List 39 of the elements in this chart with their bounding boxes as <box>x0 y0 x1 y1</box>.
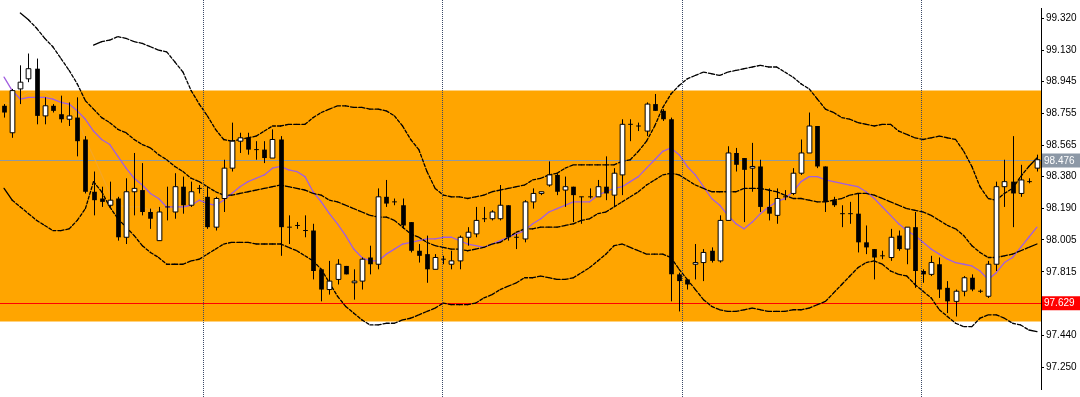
candlestick <box>368 245 373 275</box>
candlestick <box>847 201 854 225</box>
candlestick <box>59 95 64 124</box>
candlestick <box>897 230 902 252</box>
y-tick-label: 98.945 <box>1046 75 1078 87</box>
candlestick <box>140 162 145 216</box>
y-tick-label: 99.320 <box>1046 11 1078 23</box>
y-tick-label: 99.130 <box>1046 43 1078 55</box>
y-tick-label: 98.190 <box>1046 202 1078 214</box>
candlestick <box>384 179 389 208</box>
y-tick-label: 98.380 <box>1046 170 1078 182</box>
candlestick <box>253 140 260 161</box>
candlestick <box>481 206 488 223</box>
y-tick-label: 97.815 <box>1046 265 1078 277</box>
y-tick-label: 97.440 <box>1046 328 1078 340</box>
candlestick <box>262 140 267 164</box>
y-tick-label: 98.755 <box>1046 107 1078 119</box>
candlestick <box>864 224 869 255</box>
candlestick <box>945 280 950 314</box>
candlestick <box>319 268 324 302</box>
candlestick <box>734 147 739 173</box>
y-tick-label: 98.565 <box>1046 139 1078 151</box>
candlestick <box>627 118 634 142</box>
candlestick <box>839 204 846 228</box>
y-tick-label: 97.250 <box>1046 360 1078 372</box>
candlestick <box>286 214 293 245</box>
candlestick <box>587 187 594 199</box>
candlestick <box>75 96 80 157</box>
ref-line-label: 97.629 <box>1044 297 1076 309</box>
candlestick <box>164 186 171 221</box>
candlestick <box>302 214 309 238</box>
y-tick-label: 98.005 <box>1046 233 1078 245</box>
candlestick <box>181 176 186 215</box>
candlestick <box>555 172 560 196</box>
candlestick <box>513 233 520 250</box>
candlestick <box>148 208 153 230</box>
candlestick <box>417 243 422 264</box>
candlestick <box>767 187 772 221</box>
ref-line-label: 98.476 <box>1044 154 1076 166</box>
